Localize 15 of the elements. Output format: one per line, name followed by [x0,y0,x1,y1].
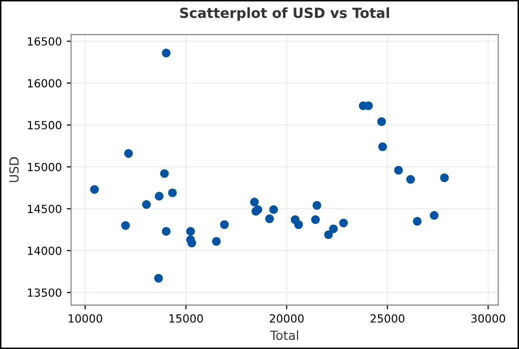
x-tick-label: 15000 [169,314,203,323]
y-tick-label: 16000 [28,79,62,88]
chart-title: Scatterplot of USD vs Total [180,7,390,21]
y-axis-title: USD [9,157,19,182]
x-tick-label: 10000 [68,314,102,323]
y-tick-label: 14500 [28,204,62,214]
x-axis-title: Total [270,330,298,340]
y-tick-label: 14000 [28,246,62,255]
y-tick-label: 16500 [28,37,62,46]
x-tick-label: 25000 [370,314,404,323]
x-tick-label: 30000 [471,314,506,323]
x-tick-label: 20000 [270,314,304,323]
y-tick-label: 15500 [28,120,62,130]
y-tick-label: 15000 [28,162,62,172]
y-tick-label: 13500 [28,288,62,297]
